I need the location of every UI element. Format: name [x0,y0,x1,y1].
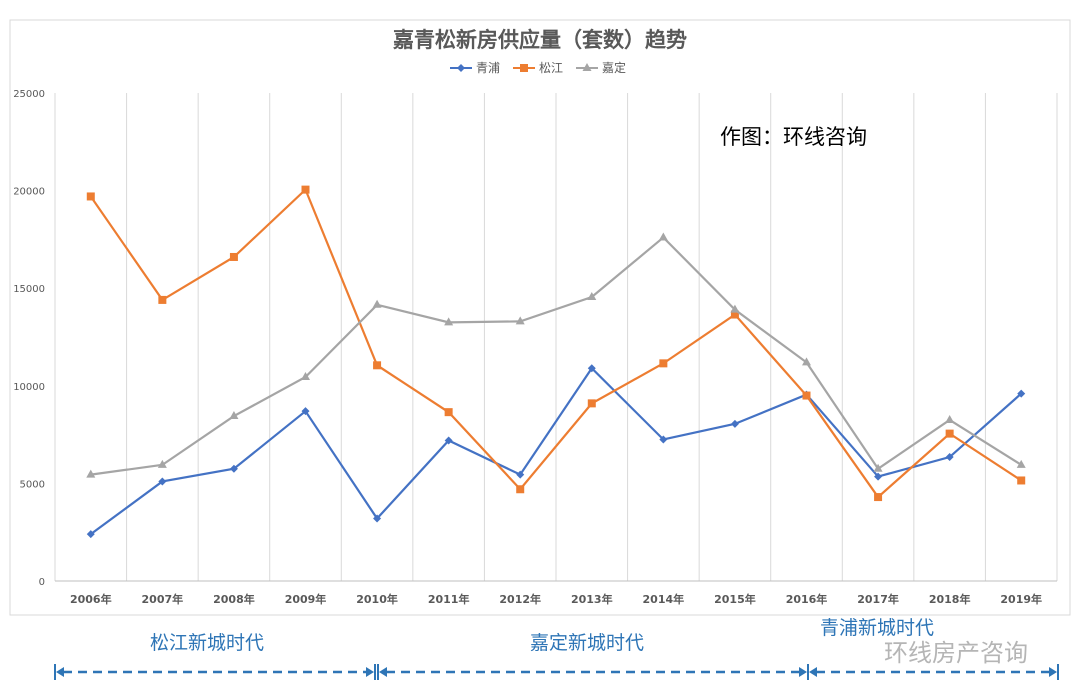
data-point [444,408,453,417]
y-tick-label: 25000 [13,89,45,100]
data-point [945,453,954,462]
data-point [802,357,811,366]
data-point [301,372,310,381]
era-arrow-head-right [799,667,807,677]
x-tick-label: 2006年 [70,592,112,606]
series-line-松江 [89,187,1022,499]
data-point [516,470,525,479]
data-point [229,464,238,473]
data-point [945,414,955,423]
y-tick-label: 10000 [13,382,45,393]
x-tick-label: 2009年 [285,592,327,606]
data-point [516,485,525,494]
data-point [86,530,95,539]
data-point [1017,476,1026,485]
x-tick-label: 2007年 [142,592,184,606]
y-tick-label: 15000 [13,284,45,295]
data-point [372,299,382,308]
legend-marker [520,64,528,72]
data-point [587,364,596,373]
data-point [444,317,454,326]
x-tick-label: 2011年 [428,592,470,606]
era-label-jiading: 嘉定新城时代 [530,632,645,654]
x-tick-label: 2015年 [714,592,756,606]
y-tick-label: 20000 [13,187,45,198]
data-point [659,435,668,444]
data-point [802,391,811,400]
legend-marker [582,63,592,71]
chart-frame [9,19,1071,616]
data-point [587,291,597,300]
chart-title: 嘉青松新房供应量（套数）趋势 [393,28,687,52]
data-point [874,472,883,481]
series-line-嘉定 [90,235,1022,476]
data-point [874,493,883,502]
series-line-青浦 [90,366,1022,536]
era-arrow-head-right [366,667,374,677]
era-arrow-head-left [56,667,64,677]
watermark: 环线房产咨询 [884,639,1028,667]
data-point [1017,389,1026,398]
data-point [587,399,596,408]
data-point [229,252,238,261]
data-point [301,185,310,194]
data-point [86,192,95,201]
data-point [373,514,382,523]
x-tick-label: 2013年 [571,592,613,606]
data-point [730,304,740,313]
data-point [157,459,167,468]
data-point [86,469,96,478]
era-arrow-head-left [379,667,387,677]
x-tick-label: 2019年 [1000,592,1042,606]
data-point [373,361,382,370]
era-label-songjiang: 松江新城时代 [150,632,265,654]
data-point [873,463,883,472]
data-point [659,359,668,368]
data-point [301,407,310,416]
data-point [158,295,167,304]
x-tick-label: 2010年 [356,592,398,606]
data-point [658,232,668,241]
x-tick-label: 2012年 [499,592,541,606]
x-tick-label: 2014年 [643,592,685,606]
data-point [1016,459,1026,468]
x-tick-label: 2017年 [857,592,899,606]
data-point [945,429,954,438]
chart-annotation: 作图：环线咨询 [720,125,867,149]
x-tick-label: 2018年 [929,592,971,606]
data-point [730,419,739,428]
legend-marker [457,64,465,72]
data-point [158,477,167,486]
y-tick-label: 0 [39,577,45,588]
x-tick-label: 2016年 [786,592,828,606]
data-point [515,316,525,325]
y-tick-label: 5000 [20,479,45,490]
data-point [229,411,239,420]
legend-label: 青浦 [476,61,500,75]
data-point [730,310,739,319]
data-point [444,436,453,445]
era-arrow-head-left [809,667,817,677]
legend-label: 嘉定 [602,60,626,75]
era-label-qingpu: 青浦新城时代 [820,617,935,639]
legend-label: 松江 [539,61,563,75]
x-tick-label: 2008年 [213,592,255,606]
era-arrow-head-right [1049,667,1057,677]
